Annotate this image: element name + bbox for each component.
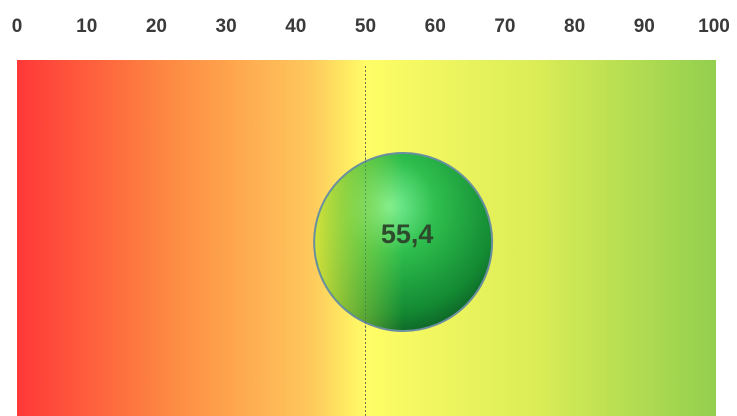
x-tick-label: 50: [355, 16, 376, 37]
x-tick-label: 20: [146, 16, 167, 37]
x-tick-label: 0: [12, 16, 23, 37]
x-tick-label: 70: [494, 16, 515, 37]
x-tick-label: 30: [216, 16, 237, 37]
x-tick-label: 80: [564, 16, 585, 37]
x-tick-label: 40: [285, 16, 306, 37]
marker-shade: [315, 154, 492, 330]
value-label: 55,4: [381, 219, 434, 249]
x-tick-label: 10: [76, 16, 97, 37]
x-tick-label: 60: [425, 16, 446, 37]
x-tick-label: 90: [634, 16, 655, 37]
x-tick-label: 100: [698, 16, 730, 37]
